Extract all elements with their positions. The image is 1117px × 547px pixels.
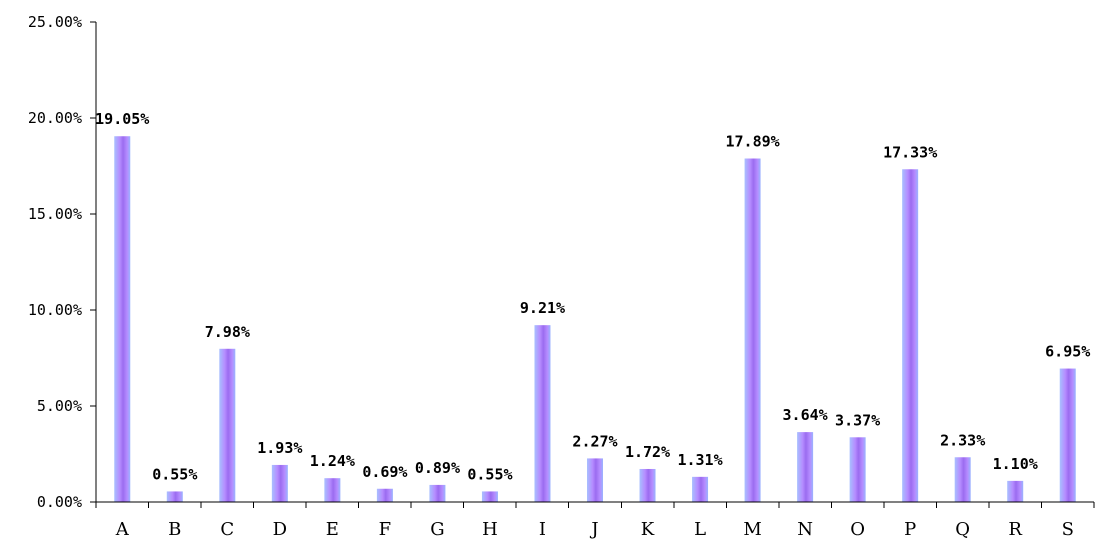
bar-O — [849, 437, 866, 502]
bar-C — [219, 348, 236, 502]
bar-J — [587, 458, 603, 502]
data-label-J: 2.27% — [572, 432, 617, 450]
category-label-L: L — [694, 519, 706, 540]
category-label-G: G — [430, 519, 444, 540]
y-tick-label: 10.00% — [28, 301, 82, 319]
bar-A — [114, 136, 131, 503]
data-label-F: 0.69% — [362, 463, 407, 481]
bar-I — [534, 325, 551, 502]
bar-H — [481, 491, 498, 502]
data-label-E: 1.24% — [310, 452, 355, 470]
y-tick-label: 25.00% — [28, 13, 82, 31]
y-tick-label: 15.00% — [28, 205, 82, 223]
data-label-R: 1.10% — [993, 455, 1038, 473]
bar-B — [166, 491, 183, 502]
category-label-O: O — [850, 519, 865, 540]
category-label-P: P — [904, 519, 916, 540]
y-axis-ticks: 0.00% 5.00% 10.00% 15.00% 20.00% 25.00% — [28, 13, 1095, 511]
data-label-D: 1.93% — [257, 439, 302, 457]
data-labels-group: 19.05% 0.55% 7.98% 1.93% 1.24% 0.69% 0.89% 0.55… — [95, 110, 1090, 483]
category-label-Q: Q — [955, 519, 970, 540]
category-label-F: F — [379, 519, 392, 540]
x-axis-labels: A B C D E F G H I J K L M N O P Q R S — [115, 519, 1074, 540]
data-label-I: 9.21% — [520, 299, 565, 317]
category-label-J: J — [589, 519, 598, 540]
data-label-P: 17.33% — [883, 143, 937, 161]
data-label-A: 19.05% — [95, 110, 149, 128]
bar-R — [1007, 480, 1024, 502]
bar-Q — [954, 457, 971, 502]
bar-F — [376, 488, 393, 502]
y-tick-label: 0.00% — [37, 493, 82, 511]
data-label-S: 6.95% — [1045, 343, 1090, 361]
data-label-K: 1.72% — [625, 443, 670, 461]
bar-S — [1059, 368, 1076, 502]
y-tick-label: 5.00% — [37, 397, 82, 415]
data-label-N: 3.64% — [783, 406, 828, 424]
bar-E — [324, 478, 341, 502]
category-label-D: D — [273, 519, 287, 540]
category-label-S: S — [1062, 519, 1074, 540]
data-label-G: 0.89% — [415, 459, 460, 477]
data-label-C: 7.98% — [205, 323, 250, 341]
bars-group — [114, 136, 1076, 503]
category-label-M: M — [743, 519, 761, 540]
category-label-E: E — [326, 519, 339, 540]
category-label-N: N — [797, 519, 813, 540]
data-label-M: 17.89% — [725, 133, 779, 151]
category-label-B: B — [168, 519, 181, 540]
category-label-A: A — [115, 519, 130, 540]
bar-G — [429, 484, 446, 502]
category-label-K: K — [641, 519, 655, 540]
bar-D — [271, 464, 288, 502]
bar-L — [692, 476, 709, 502]
category-label-R: R — [1008, 519, 1022, 540]
category-label-I: I — [539, 519, 546, 540]
data-label-O: 3.37% — [835, 411, 880, 429]
bar-M — [744, 158, 761, 502]
bar-P — [902, 169, 919, 502]
bar-N — [797, 432, 814, 502]
data-label-L: 1.31% — [677, 451, 722, 469]
y-tick-label: 20.00% — [28, 109, 82, 127]
data-label-B: 0.55% — [152, 465, 197, 483]
bar-K — [639, 468, 656, 502]
data-label-H: 0.55% — [467, 465, 512, 483]
category-label-C: C — [220, 519, 234, 540]
data-label-Q: 2.33% — [940, 431, 985, 449]
category-label-H: H — [482, 519, 498, 540]
